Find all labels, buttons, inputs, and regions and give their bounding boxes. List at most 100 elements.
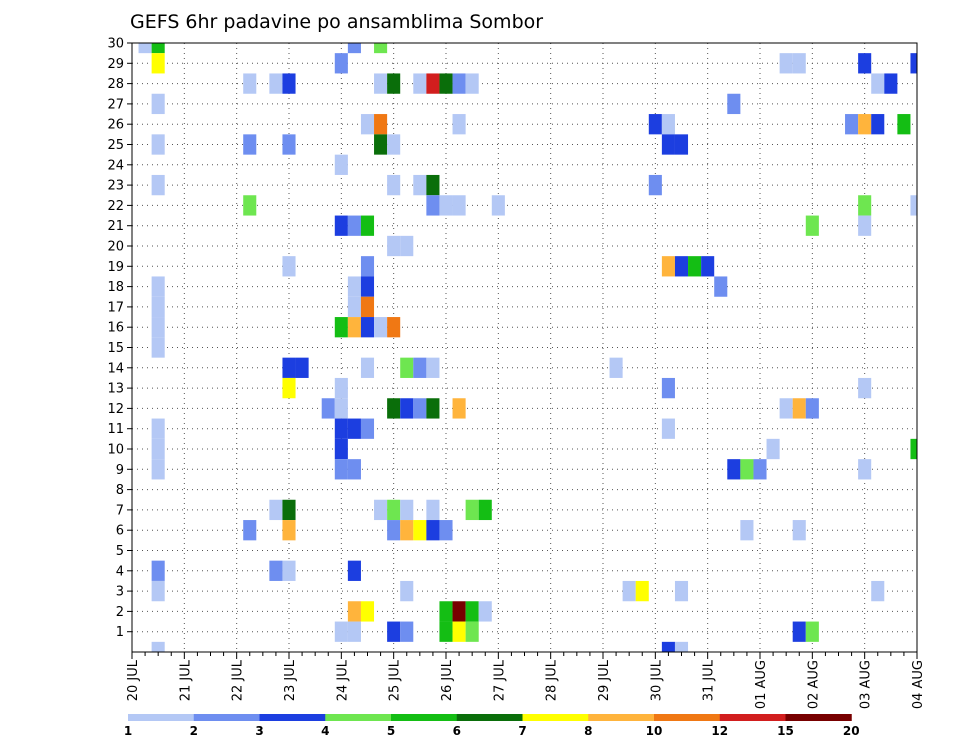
colorbar-swatch <box>193 714 260 721</box>
heatmap-cell <box>282 377 296 399</box>
heatmap-cell <box>374 134 388 155</box>
heatmap-cell <box>334 438 348 460</box>
heatmap-cell <box>387 621 401 642</box>
heatmap-cell <box>282 560 296 581</box>
x-tick-label: 29 JUL <box>597 659 612 701</box>
heatmap-cell <box>792 398 806 419</box>
y-tick-label: 27 <box>107 97 124 112</box>
heatmap-cell <box>661 377 675 399</box>
heatmap-cell <box>426 357 440 378</box>
heatmap-cell <box>740 459 754 480</box>
x-tick-label: 27 JUL <box>492 659 507 701</box>
heatmap-cell <box>661 134 675 155</box>
heatmap-cell <box>413 73 427 94</box>
heatmap-cell <box>151 317 165 338</box>
y-tick-label: 28 <box>107 77 124 92</box>
x-tick-label: 31 JUL <box>702 659 717 701</box>
x-tick-label: 28 JUL <box>545 659 560 701</box>
heatmap-cell <box>714 276 728 297</box>
heatmap-cell <box>151 459 165 480</box>
colorbar-swatch <box>456 714 523 721</box>
heatmap-cell <box>151 53 165 74</box>
heatmap-cell <box>360 601 375 622</box>
heatmap-cell <box>858 377 872 399</box>
heatmap-cell <box>452 195 466 216</box>
heatmap-cell <box>805 621 819 642</box>
heatmap-cell <box>661 114 675 135</box>
heatmap-cell <box>151 296 165 318</box>
y-tick-label: 16 <box>107 321 124 336</box>
heatmap-cell <box>387 398 401 419</box>
heatmap-cell <box>727 459 741 480</box>
heatmap-cell <box>426 398 440 419</box>
colorbar-swatch <box>128 714 195 721</box>
y-tick-label: 20 <box>107 240 124 255</box>
colorbar-swatch <box>719 714 786 721</box>
heatmap-cell <box>360 215 375 236</box>
x-tick-label: 30 JUL <box>649 659 664 701</box>
heatmap-cell <box>347 560 361 581</box>
y-tick-label: 9 <box>116 463 124 478</box>
heatmap-cell <box>400 621 414 642</box>
heatmap-cell <box>400 499 414 521</box>
heatmap-cell <box>282 256 296 277</box>
y-tick-label: 19 <box>107 260 124 275</box>
heatmap-cell <box>779 53 793 74</box>
colorbar-label: 20 <box>843 724 860 738</box>
x-tick-label: 01 AUG <box>754 660 769 709</box>
heatmap-cell <box>282 357 296 378</box>
heatmap-cell <box>151 438 165 460</box>
heatmap-cell <box>269 73 283 94</box>
heatmap-cell <box>871 580 885 602</box>
heatmap-cell <box>661 256 675 277</box>
heatmap-cell <box>858 215 872 236</box>
chart-title: GEFS 6hr padavine po ansamblima Sombor <box>130 11 543 33</box>
x-tick-label: 02 AUG <box>806 660 821 709</box>
heatmap-cell <box>661 418 675 439</box>
heatmap-cell <box>151 418 165 439</box>
heatmap-cell <box>151 641 165 652</box>
heatmap-cell <box>151 93 165 115</box>
y-tick-label: 7 <box>116 503 124 518</box>
x-tick-label: 22 JUL <box>231 659 246 701</box>
heatmap-cell <box>701 256 715 277</box>
heatmap-cell <box>688 256 702 277</box>
heatmap-cell <box>138 43 152 54</box>
heatmap-cell <box>661 641 675 652</box>
heatmap-cell <box>151 580 165 602</box>
colorbar-label: 5 <box>387 724 395 738</box>
heatmap-cell <box>334 377 348 399</box>
heatmap-cell <box>347 276 361 297</box>
heatmap-cell <box>674 134 689 155</box>
heatmap-cell <box>858 114 872 135</box>
heatmap-cell <box>413 174 427 196</box>
heatmap-cell <box>347 215 361 236</box>
heatmap-cell <box>347 43 361 54</box>
heatmap-cell <box>347 418 361 439</box>
heatmap-cell <box>334 621 348 642</box>
heatmap-cell <box>766 438 780 460</box>
heatmap-cell <box>400 357 414 378</box>
heatmap-cell <box>387 235 401 257</box>
heatmap-cell <box>151 174 165 196</box>
y-tick-label: 12 <box>107 402 124 417</box>
heatmap-cell <box>648 114 662 135</box>
heatmap-cell <box>910 53 917 74</box>
heatmap-cell <box>400 520 414 541</box>
heatmap-cell <box>243 195 257 216</box>
heatmap-cell <box>374 114 388 135</box>
heatmap-cell <box>360 276 375 297</box>
heatmap-cell <box>243 73 257 94</box>
y-tick-label: 3 <box>116 585 124 600</box>
heatmap-cell <box>282 520 296 541</box>
heatmap-cell <box>243 134 257 155</box>
heatmap-cell <box>413 357 427 378</box>
heatmap-cell <box>439 520 453 541</box>
heatmap-cell <box>269 499 283 521</box>
heatmap-cell <box>609 357 623 378</box>
heatmap-cell <box>374 499 388 521</box>
heatmap-cell <box>674 256 689 277</box>
heatmap-cell <box>674 580 689 602</box>
